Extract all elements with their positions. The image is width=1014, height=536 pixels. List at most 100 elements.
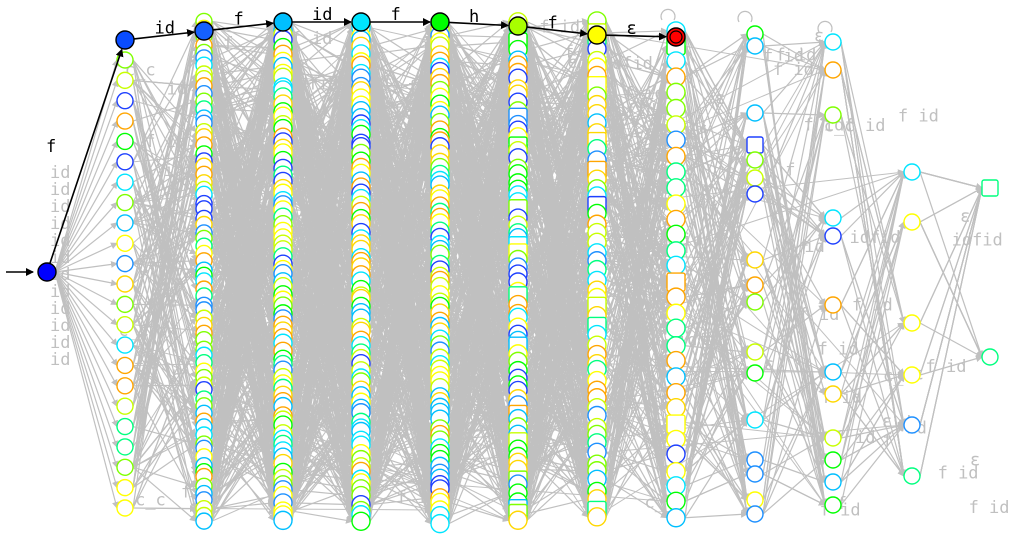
grey-edge [291,39,355,481]
path-state-node [508,16,528,36]
path-state-node [351,12,371,32]
path-edge-label: id [155,19,175,39]
grey-edge [369,45,432,88]
grey-edge-label: f id [969,498,1010,518]
state-node [746,251,764,269]
state-node [116,499,134,517]
grey-edge-label: h [172,368,182,388]
grey-edge [211,434,275,480]
grey-edge-label: ε [715,89,725,109]
grey-edge-label: ε [455,232,465,252]
path-edge-label: f [391,5,401,25]
state-node [666,224,686,244]
grey-edge [291,54,354,220]
state-node [824,33,842,51]
grey-edge-label: ε [702,330,712,350]
path-edge-label: h [469,7,479,27]
grey-edge [291,152,353,182]
grey-edge [132,301,197,309]
grey-edge [448,33,510,41]
grey-edge [211,22,275,75]
state-node [116,275,134,293]
state-node [824,473,842,491]
state-node [824,363,842,381]
state-node [666,98,686,119]
state-node [666,350,686,371]
state-node [666,398,686,418]
grey-edge [369,347,432,355]
grey-edge [919,171,983,190]
grey-edge [291,145,353,274]
state-node [903,416,921,434]
state-node [116,92,134,110]
grey-edge [369,433,432,522]
state-node [116,397,134,415]
grey-edge-label: f id [291,29,332,49]
grey-edge [448,501,510,522]
grey-edge-label: ε [882,412,892,432]
grey-edge [369,46,434,377]
state-node [824,106,842,124]
grey-edge [211,108,275,162]
grey-edge [291,34,355,430]
grey-edge-label: ε [485,243,495,263]
grey-edge [132,324,197,415]
grey-edge [291,23,353,55]
grey-edge-label: f id [775,46,816,66]
state-node [273,510,293,531]
state-node [116,438,134,456]
grey-edge [369,337,432,354]
grey-edge [684,510,748,519]
grey-edge [132,466,197,522]
grey-edge [132,160,197,204]
state-node [116,193,134,212]
grey-edge-label: ε [567,167,577,187]
grey-edge-label: idfid [849,228,900,248]
grey-edge-label: f [382,73,392,93]
state-node [666,444,686,464]
grey-edge-label: f [223,34,233,54]
state-node [666,318,686,338]
grey-edge [211,443,275,516]
state-node [903,366,921,384]
grey-edge-label: f id [898,107,939,127]
state-node [746,343,764,361]
grey-edge-label: id [50,350,70,370]
grey-edge-label: h [164,206,174,226]
grey-edge [919,187,984,426]
state-node [116,112,134,130]
grey-edge [211,46,275,146]
state-node [430,513,450,534]
state-node [746,505,764,523]
grey-edge [291,200,353,245]
grey-edge [919,187,983,324]
grey-edge-label: ε [413,196,423,216]
state-node [746,293,764,311]
grey-edge [211,73,276,275]
grey-edge [448,23,510,132]
grey-edge-label: c_c [457,316,488,336]
grey-edge-label: f [572,80,582,100]
grey-edge [291,104,353,245]
state-node [116,417,134,436]
grey-edge [211,245,276,459]
state-node [666,82,686,103]
state-node [666,491,686,511]
state-node [746,104,764,122]
grey-edge-label: ε [474,85,484,105]
grey-edge-label: f id [541,230,582,250]
grey-edge [132,173,199,468]
grey-edge [369,167,432,239]
grey-edge [369,343,433,511]
grey-edge [369,27,432,68]
grey-edge [369,22,432,154]
state-node [824,209,842,227]
grey-edge [369,103,433,282]
grey-edge-label: ε [814,27,824,47]
state-node [824,429,842,447]
grey-edge [291,249,355,516]
state-node [666,130,686,150]
state-node [746,276,764,294]
grey-edge-label: c_c [217,319,248,339]
grey-edge [132,202,198,387]
